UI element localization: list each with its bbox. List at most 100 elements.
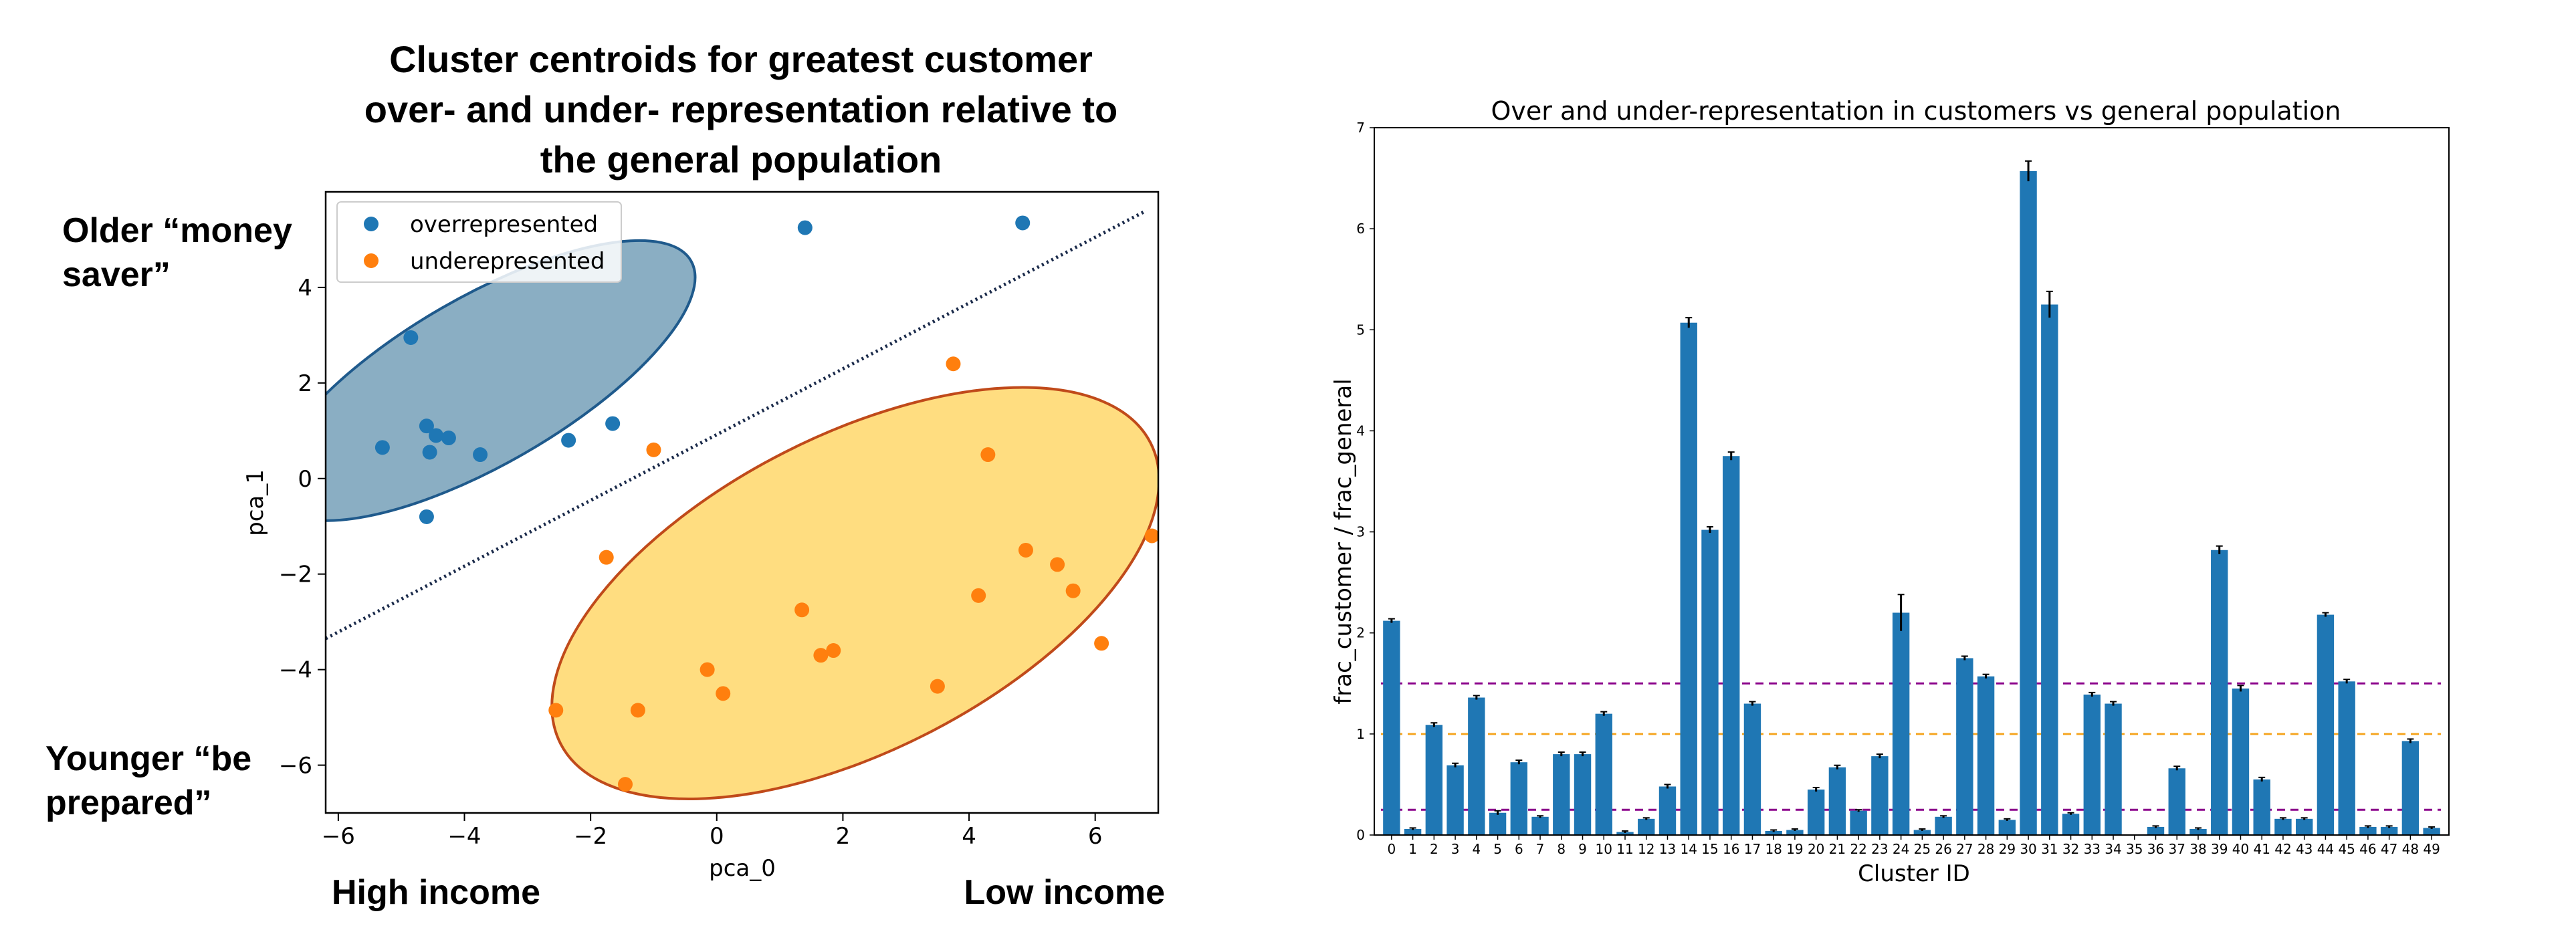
bar-x-tick-label: 33 (2084, 841, 2101, 857)
scatter-point-underepresented (1065, 583, 1081, 598)
bar-y-tick-label: 3 (1356, 524, 1365, 540)
bar-x-tick-label: 10 (1596, 841, 1612, 857)
bar-x-tick-label: 12 (1638, 841, 1654, 857)
bar-x-tick-label: 25 (1914, 841, 1931, 857)
bar-cluster-29 (1998, 820, 2016, 835)
bar-x-tick-label: 49 (2423, 841, 2440, 857)
legend-label-overrepresented: overrepresented (410, 211, 598, 238)
bar-x-tick-label: 24 (1893, 841, 1909, 857)
bar-reference-lines (1381, 682, 2441, 811)
scatter-point-underepresented (813, 648, 829, 663)
scatter-x-ticks: −6 −4 −2 0 2 4 6 (322, 813, 1103, 850)
bar-x-tick-label: 16 (1723, 841, 1739, 857)
bar-x-tick-label: 41 (2253, 841, 2270, 857)
bar-x-tick-label: 42 (2274, 841, 2291, 857)
scatter-legend: overrepresented underepresented (336, 201, 622, 283)
bar-cluster-33 (2083, 694, 2101, 835)
scatter-title-line-1: Cluster centroids for greatest customer (389, 38, 1093, 80)
bar-cluster-30 (2020, 170, 2037, 835)
scatter-frame (324, 191, 1160, 814)
bar-cluster-34 (2105, 703, 2122, 835)
scatter-point-overrepresented (605, 416, 621, 431)
bar-y-tick-label: 2 (1356, 625, 1365, 641)
bar-cluster-21 (1828, 767, 1846, 835)
legend-marker-underepresented (364, 253, 379, 268)
scatter-point-overrepresented (797, 220, 813, 235)
bar-cluster-38 (2189, 828, 2207, 835)
scatter-point-overrepresented (419, 419, 434, 434)
bar-x-tick-label: 35 (2126, 841, 2143, 857)
scatter-point-overrepresented (1015, 215, 1031, 231)
bar-x-tick-label: 34 (2105, 841, 2121, 857)
bar-x-tick-label: 43 (2296, 841, 2313, 857)
bar-x-tick-label: 9 (1578, 841, 1587, 857)
scatter-point-underepresented (946, 356, 961, 372)
bar-cluster-24 (1892, 612, 1910, 835)
bar-x-tick-label: 11 (1616, 841, 1633, 857)
bar-cluster-18 (1765, 830, 1782, 835)
scatter-point-overrepresented (422, 445, 437, 460)
bar-x-tick-label: 2 (1430, 841, 1438, 857)
bar-cluster-20 (1807, 789, 1825, 835)
bar-cluster-7 (1531, 816, 1549, 835)
bar-cluster-2 (1425, 725, 1443, 835)
scatter-y-tick-label: 2 (298, 370, 312, 397)
scatter-point-underepresented (1018, 542, 1033, 558)
bar-cluster-8 (1553, 754, 1570, 835)
legend-marker-overrepresented (364, 217, 379, 231)
bar-cluster-17 (1743, 703, 1761, 835)
bar-cluster-19 (1786, 830, 1804, 835)
bar-y-tick-label: 7 (1356, 120, 1365, 136)
bar-x-tick-label: 20 (1808, 841, 1824, 857)
bar-cluster-42 (2274, 818, 2292, 835)
scatter-point-underepresented (646, 442, 661, 457)
bar-cluster-39 (2211, 550, 2228, 835)
scatter-point-overrepresented (441, 431, 456, 446)
scatter-point-overrepresented (561, 433, 576, 448)
bar-x-tick-label: 48 (2402, 841, 2419, 857)
annotation-older-line-1: Older “money (62, 211, 292, 250)
bar-x-ticks: 0 1 2 3 4 5 6 7 8 9 10 11 12 13 14 15 16 17 18 19 20 21 22 23 24… (1388, 835, 2440, 857)
bar-cluster-37 (2168, 768, 2185, 835)
bar-x-tick-label: 36 (2147, 841, 2164, 857)
bar-x-tick-label: 47 (2381, 841, 2397, 857)
scatter-point-underepresented (618, 777, 633, 792)
bar-x-tick-label: 39 (2211, 841, 2228, 857)
scatter-x-tick-label: 6 (1088, 823, 1103, 850)
bar-x-tick-label: 26 (1935, 841, 1951, 857)
bar-cluster-4 (1468, 697, 1485, 835)
bar-cluster-26 (1935, 816, 1952, 835)
scatter-point-underepresented (1094, 636, 1109, 651)
scatter-title-line-2: over- and under- representation relative… (364, 88, 1117, 130)
bar-x-tick-label: 8 (1557, 841, 1566, 857)
scatter-y-axis-label: pca_1 (242, 469, 269, 536)
bar-x-tick-label: 15 (1701, 841, 1718, 857)
scatter-point-underepresented (1050, 557, 1065, 572)
bar-y-tick-label: 4 (1356, 423, 1365, 439)
scatter-point-underepresented (930, 679, 945, 694)
bar-x-tick-label: 13 (1659, 841, 1676, 857)
scatter-x-tick-label: −4 (447, 823, 481, 850)
scatter-plot-area (326, 209, 1158, 800)
bar-cluster-27 (1956, 658, 1973, 835)
bar-y-tick-label: 5 (1356, 322, 1365, 338)
scatter-chart: Cluster centroids for greatest customer … (45, 38, 1165, 912)
scatter-point-underepresented (599, 550, 614, 565)
bar-title: Over and under-representation in custome… (1491, 96, 2341, 126)
scatter-point-underepresented (980, 447, 996, 463)
scatter-point-underepresented (700, 662, 715, 677)
bar-cluster-25 (1913, 830, 1931, 835)
bar-cluster-12 (1638, 818, 1655, 835)
bar-x-tick-label: 30 (2020, 841, 2036, 857)
scatter-point-overrepresented (473, 447, 488, 463)
bar-x-tick-label: 4 (1472, 841, 1481, 857)
bar-x-tick-label: 22 (1850, 841, 1866, 857)
bar-x-tick-label: 40 (2232, 841, 2249, 857)
bar-x-axis-label: Cluster ID (1858, 860, 1970, 887)
bar-x-tick-label: 28 (1977, 841, 1994, 857)
annotation-younger-line-1: Younger “be (45, 739, 251, 778)
scatter-point-overrepresented (419, 509, 434, 524)
bar-x-tick-label: 3 (1451, 841, 1460, 857)
bar-cluster-49 (2423, 828, 2440, 835)
